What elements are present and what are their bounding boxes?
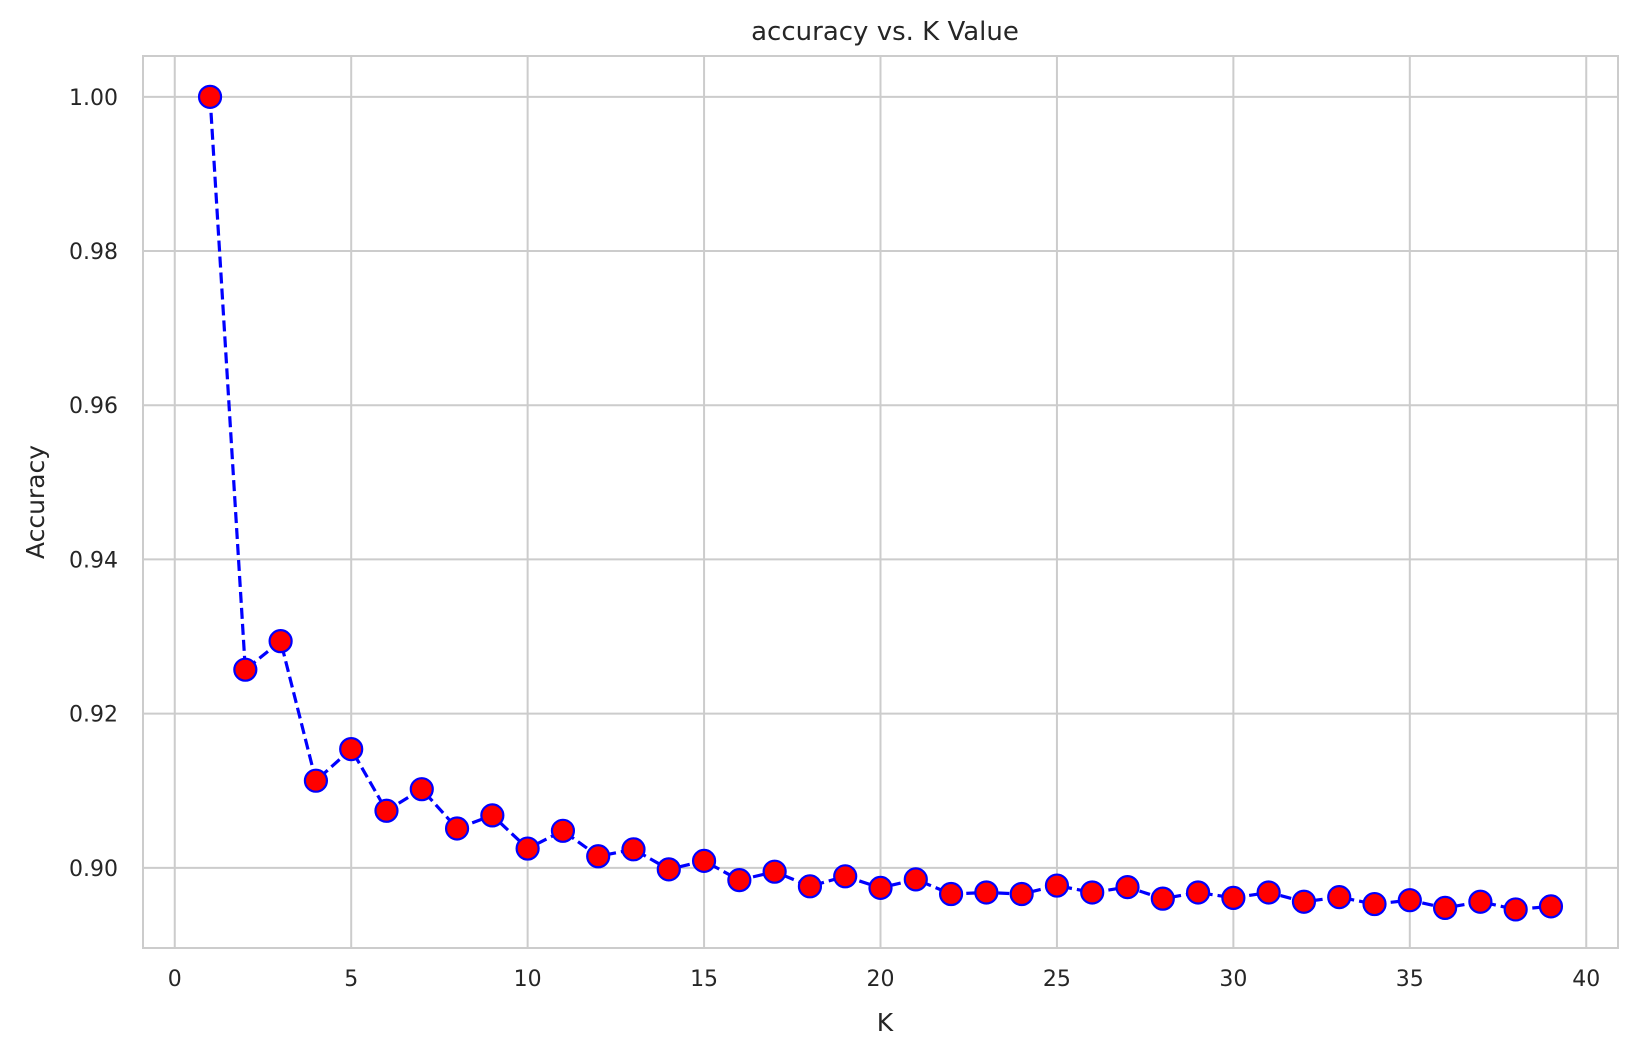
data-point-k26 [1080, 880, 1105, 905]
x-tick-label: 40 [1572, 967, 1600, 992]
data-point-k36 [1432, 895, 1458, 921]
y-tick-label: 0.98 [69, 240, 118, 265]
y-tick-label: 0.94 [69, 548, 118, 573]
data-point-k23 [974, 880, 999, 905]
data-point-k34 [1362, 891, 1387, 917]
data-point-k5 [339, 736, 364, 762]
y-axis-label: Accuracy [21, 445, 50, 559]
x-tick-label: 30 [1219, 967, 1247, 992]
data-point-k16 [727, 868, 752, 893]
y-tick-label: 0.96 [69, 394, 118, 419]
data-point-k10 [515, 836, 540, 861]
data-point-k9 [480, 803, 505, 828]
data-point-k2 [233, 657, 258, 682]
series-layer [197, 84, 1564, 922]
x-tick-label: 25 [1043, 967, 1071, 992]
data-point-k39 [1538, 894, 1564, 919]
x-tick-label: 20 [867, 967, 895, 992]
y-tick-label: 0.90 [69, 857, 118, 882]
data-point-k29 [1185, 880, 1211, 905]
data-point-k25 [1044, 873, 1070, 898]
chart-title: accuracy vs. K Value [751, 17, 1019, 47]
data-point-k30 [1221, 885, 1246, 910]
data-point-k17 [762, 859, 787, 884]
data-point-k8 [444, 816, 470, 841]
data-point-k24 [1009, 881, 1034, 907]
grid-layer [143, 56, 1618, 948]
x-tick-label: 10 [514, 967, 542, 992]
data-point-k18 [797, 874, 823, 899]
y-tick-label: 0.92 [69, 703, 118, 728]
x-tick-label: 5 [344, 967, 358, 992]
tick-labels: 0 5 10 15 20 25 30 35 40 0.90 0.92 0.94 0.96 0.98 1.00 [69, 86, 1600, 992]
data-point-k35 [1397, 888, 1422, 913]
x-tick-label: 15 [690, 967, 718, 992]
data-point-k20 [868, 875, 893, 900]
data-point-k4 [303, 768, 329, 793]
data-point-k11 [550, 818, 576, 843]
data-point-k31 [1256, 880, 1281, 905]
data-point-k32 [1291, 889, 1317, 914]
data-point-k15 [691, 848, 717, 873]
y-tick-label: 1.00 [69, 86, 118, 111]
data-point-k12 [586, 844, 611, 869]
data-point-k19 [833, 864, 858, 889]
data-point-k28 [1150, 886, 1175, 911]
data-point-k14 [656, 857, 681, 882]
x-tick-label: 35 [1396, 967, 1424, 992]
plot-frame [142, 55, 1619, 949]
data-point-k37 [1468, 889, 1493, 914]
data-point-k21 [903, 867, 928, 892]
data-point-k3 [268, 629, 293, 654]
data-point-k22 [938, 881, 964, 907]
x-tick-label: 0 [168, 967, 182, 992]
data-point-k6 [374, 798, 399, 823]
data-point-k1 [197, 84, 223, 109]
data-point-k33 [1327, 885, 1352, 910]
data-point-k7 [409, 777, 434, 802]
x-axis-label: K [877, 1008, 894, 1037]
data-point-k27 [1115, 874, 1140, 900]
data-point-k38 [1503, 897, 1528, 922]
data-point-k13 [621, 837, 646, 862]
